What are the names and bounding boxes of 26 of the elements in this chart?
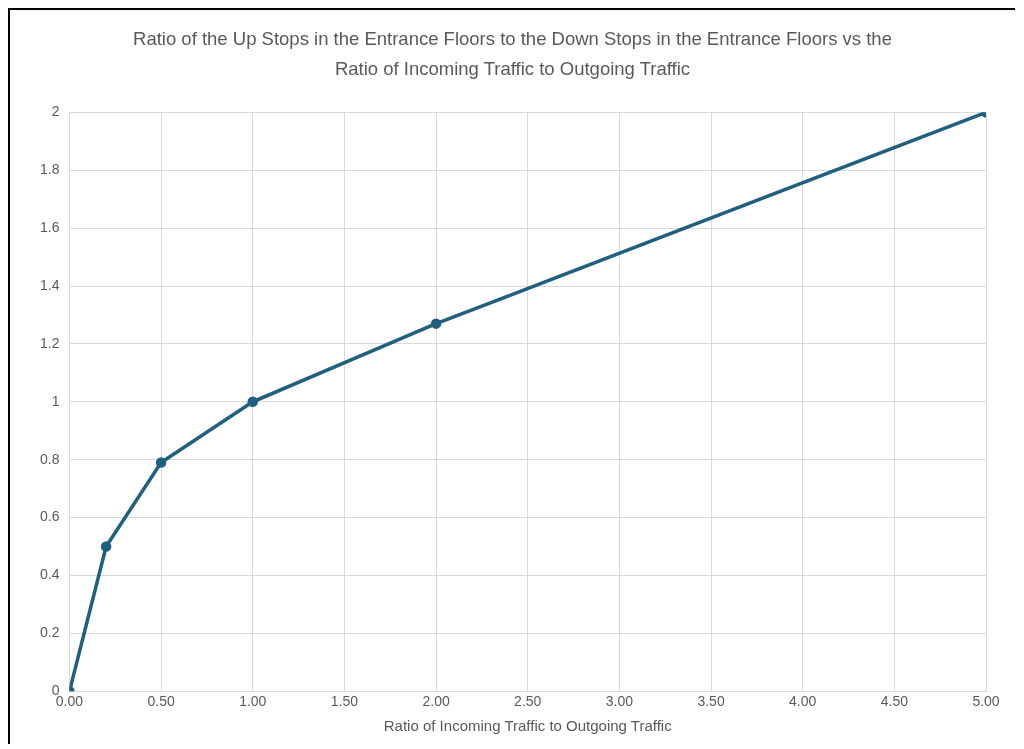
y-tick-label: 0.4 bbox=[39, 566, 60, 583]
x-tick-label: 4.00 bbox=[789, 693, 817, 710]
y-tick-label: 1.4 bbox=[39, 276, 60, 293]
x-tick-label: 1.50 bbox=[330, 693, 359, 710]
y-tick-label: 1.2 bbox=[39, 334, 60, 351]
x-tick-label: 0.50 bbox=[147, 693, 175, 710]
y-tick-label: 2 bbox=[51, 103, 60, 120]
y-tick-label: 0.2 bbox=[39, 624, 60, 641]
y-tick-label: 0.8 bbox=[39, 450, 60, 467]
x-tick-label: 2.50 bbox=[514, 693, 542, 710]
x-axis-title: Ratio of Incoming Traffic to Outgoing Traffic bbox=[383, 717, 673, 735]
point bbox=[155, 457, 167, 468]
y-tick-label: 1.6 bbox=[39, 219, 60, 236]
x-tick-label: 4.50 bbox=[880, 693, 909, 710]
y-tick-label: 1 bbox=[51, 392, 60, 409]
x-tick-label: 1.00 bbox=[239, 693, 267, 710]
chart-title: Ratio of the Up Stops in the Entrance Floors to the Down Stops in the Entrance Floors vs the Ratio of Incoming Traffic to Outgoing Traffic bbox=[132, 27, 893, 81]
y-tick-label: 1.8 bbox=[39, 161, 60, 178]
x-tick-label: 5.00 bbox=[972, 693, 1000, 710]
x-tick-label: 3.50 bbox=[697, 693, 725, 710]
point bbox=[247, 396, 259, 408]
point bbox=[430, 318, 442, 329]
x-tick-label: 2.00 bbox=[422, 693, 450, 710]
x-tick-label: 3.00 bbox=[605, 693, 634, 710]
point bbox=[100, 541, 112, 552]
y-tick-label: 0.6 bbox=[39, 508, 60, 525]
